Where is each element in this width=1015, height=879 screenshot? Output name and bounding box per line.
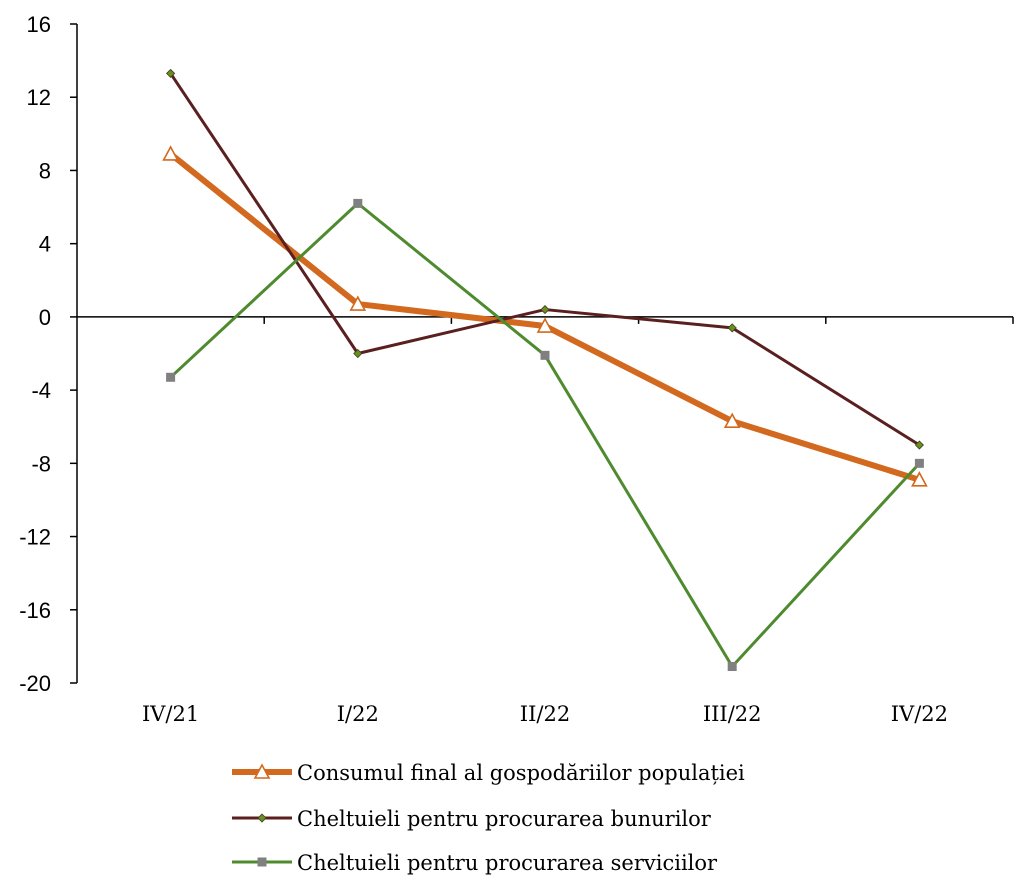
series-1-point <box>162 145 179 161</box>
series-3-point <box>353 198 363 208</box>
series-line-2 <box>169 71 921 447</box>
series-2-point <box>166 68 176 78</box>
y-tick-label: 0 <box>39 305 51 330</box>
y-tick-label: -16 <box>19 598 51 623</box>
legend-swatch-marker-2 <box>257 813 267 823</box>
y-tick-label: 4 <box>39 232 51 257</box>
series-2-point <box>540 305 550 315</box>
y-tick-label: -8 <box>31 451 51 476</box>
series-3-point <box>914 458 924 468</box>
y-tick-label: 12 <box>27 85 51 110</box>
x-category-label: I/22 <box>337 702 379 726</box>
y-tick-label: 8 <box>39 158 51 183</box>
legend-swatch-marker-1 <box>253 763 271 779</box>
series-2-point <box>353 348 363 359</box>
series-1-point <box>349 295 367 311</box>
series-1-point <box>536 317 554 333</box>
series-3-point <box>727 662 737 672</box>
x-category-label: IV/21 <box>142 702 199 726</box>
series-1-point <box>911 471 928 487</box>
y-tick-label: -12 <box>19 525 51 550</box>
series-layer <box>162 68 928 672</box>
y-tick-label: -20 <box>19 671 51 696</box>
y-tick-label: -4 <box>31 378 51 403</box>
series-3-point <box>540 350 550 360</box>
x-category-label: IV/22 <box>891 702 948 726</box>
x-category-label: III/22 <box>703 702 762 726</box>
y-tick-label: 16 <box>27 12 51 37</box>
series-2-point <box>727 323 737 333</box>
series-1-point <box>723 412 741 429</box>
legend-swatch-marker-3 <box>257 857 267 867</box>
x-category-label: II/22 <box>520 702 570 726</box>
legend-label-1: Consumul final al gospodăriilor populați… <box>297 761 745 785</box>
x-axis: IV/21 I/22 II/22 III/22 IV/22 <box>77 316 1014 726</box>
series-line-3 <box>169 201 921 669</box>
y-axis: 16 12 8 4 0 -4 -8 -12 -16 -20 <box>19 12 77 696</box>
legend-label-3: Cheltuieli pentru procurarea serviciilor <box>297 851 718 875</box>
legend-label-2: Cheltuieli pentru procurarea bunurilor <box>297 807 712 831</box>
legend: Consumul final al gospodăriilor populați… <box>232 761 745 875</box>
series-2-point <box>914 440 924 450</box>
series-3-point <box>166 372 176 382</box>
